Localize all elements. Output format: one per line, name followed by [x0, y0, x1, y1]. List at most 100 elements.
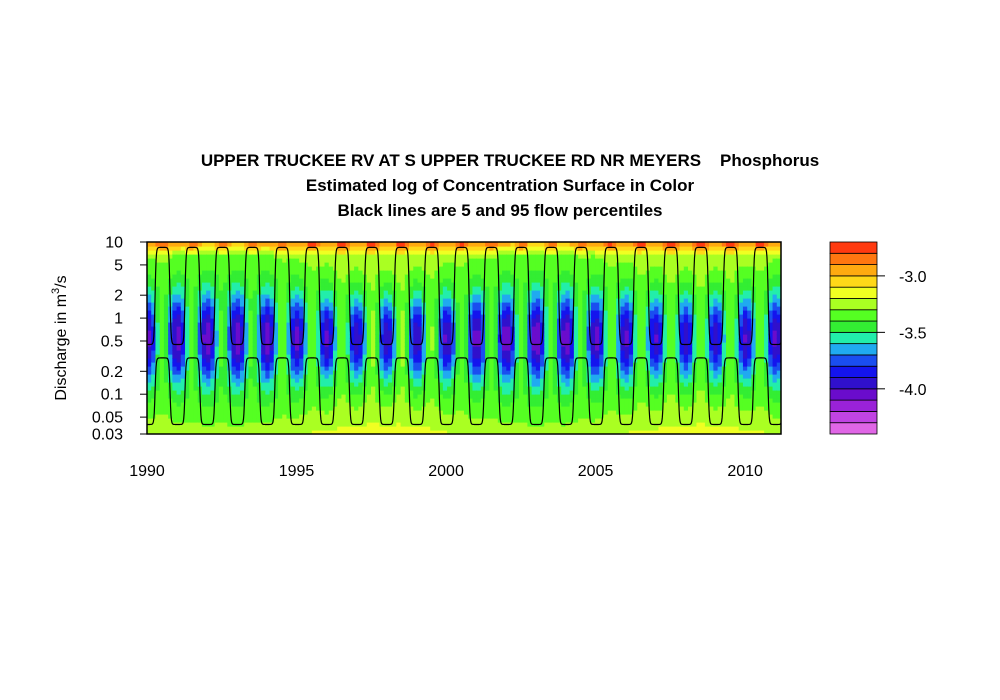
- heatmap-cell: [476, 322, 482, 327]
- heatmap-cell: [506, 310, 512, 315]
- heatmap-cell: [573, 302, 579, 307]
- heatmap-cell: [349, 394, 355, 399]
- heatmap-cell: [409, 342, 414, 347]
- heatmap-cell: [366, 334, 372, 339]
- heatmap-cell: [311, 246, 317, 251]
- heatmap-cell: [586, 430, 592, 434]
- heatmap-cell: [523, 262, 528, 267]
- heatmap-cell: [502, 278, 507, 283]
- heatmap-cell: [565, 426, 571, 431]
- heatmap-cell: [239, 410, 245, 415]
- heatmap-cell: [392, 342, 397, 347]
- heatmap-cell: [349, 370, 355, 375]
- heatmap-cell: [447, 394, 452, 399]
- heatmap-cell: [214, 382, 220, 387]
- heatmap-cell: [506, 278, 512, 283]
- heatmap-cell: [430, 278, 436, 283]
- heatmap-cell: [565, 322, 571, 327]
- heatmap-cell: [290, 314, 296, 319]
- heatmap-cell: [506, 414, 512, 419]
- heatmap-cell: [383, 346, 389, 351]
- heatmap-cell: [438, 246, 444, 251]
- heatmap-cell: [476, 302, 482, 307]
- heatmap-cell: [366, 246, 372, 251]
- heatmap-cell: [269, 266, 275, 271]
- heatmap-cell: [552, 346, 558, 351]
- heatmap-cell: [502, 382, 507, 387]
- heatmap-cell: [316, 422, 321, 427]
- heatmap-cell: [464, 378, 469, 383]
- heatmap-cell: [569, 426, 575, 431]
- heatmap-cell: [227, 250, 233, 255]
- heatmap-cell: [231, 402, 237, 407]
- heatmap-cell: [438, 350, 444, 355]
- heatmap-cell: [413, 394, 419, 399]
- heatmap-cell: [506, 254, 512, 259]
- heatmap-cell: [252, 286, 258, 291]
- heatmap-cell: [299, 334, 304, 339]
- heatmap-cell: [472, 426, 478, 431]
- heatmap-cell: [396, 258, 402, 263]
- heatmap-cell: [434, 350, 440, 355]
- heatmap-cell: [480, 390, 486, 395]
- heatmap-cell: [531, 386, 537, 391]
- heatmap-cell: [552, 426, 558, 431]
- heatmap-cell: [218, 246, 224, 251]
- heatmap-cell: [358, 350, 364, 355]
- heatmap-cell: [299, 262, 304, 267]
- heatmap-cell: [464, 242, 469, 247]
- heatmap-cell: [442, 370, 448, 375]
- heatmap-cell: [159, 378, 165, 383]
- heatmap-cell: [573, 242, 579, 247]
- heatmap-cell: [180, 282, 186, 287]
- heatmap-cell: [468, 382, 474, 387]
- heatmap-cell: [337, 422, 343, 427]
- heatmap-cell: [172, 278, 178, 283]
- heatmap-cell: [244, 294, 250, 299]
- heatmap-cell: [366, 250, 372, 255]
- heatmap-cell: [252, 350, 258, 355]
- heatmap-cell: [383, 298, 389, 303]
- heatmap-cell: [468, 294, 474, 299]
- heatmap-cell: [299, 418, 304, 423]
- heatmap-cell: [425, 426, 431, 431]
- heatmap-cell: [218, 274, 224, 279]
- heatmap-cell: [244, 286, 250, 291]
- heatmap-cell: [307, 258, 313, 263]
- heatmap-cell: [180, 378, 186, 383]
- heatmap-cell: [485, 378, 490, 383]
- heatmap-cell: [354, 242, 359, 247]
- heatmap-cell: [252, 390, 258, 395]
- heatmap-cell: [324, 294, 330, 299]
- heatmap-cell: [523, 242, 528, 247]
- heatmap-cell: [485, 382, 490, 387]
- heatmap-cell: [476, 346, 482, 351]
- heatmap-cell: [383, 414, 389, 419]
- heatmap-cell: [409, 302, 414, 307]
- heatmap-cell: [383, 246, 389, 251]
- heatmap-cell: [531, 274, 537, 279]
- heatmap-cell: [387, 410, 393, 415]
- heatmap-cell: [556, 286, 562, 291]
- heatmap-cell: [349, 306, 355, 311]
- heatmap-cell: [299, 294, 304, 299]
- heatmap-cell: [371, 426, 376, 431]
- heatmap-cell: [193, 370, 199, 375]
- heatmap-cell: [387, 258, 393, 263]
- heatmap-cell: [159, 286, 165, 291]
- heatmap-cell: [552, 330, 558, 335]
- heatmap-cell: [282, 302, 288, 307]
- heatmap-cell: [210, 318, 216, 323]
- heatmap-cell: [147, 298, 152, 303]
- heatmap-cell: [438, 330, 444, 335]
- heatmap-cell: [239, 386, 245, 391]
- heatmap-cell: [307, 306, 313, 311]
- heatmap-cell: [273, 346, 279, 351]
- heatmap-cell: [345, 246, 351, 251]
- heatmap-cell: [311, 394, 317, 399]
- heatmap-cell: [332, 250, 338, 255]
- heatmap-cell: [578, 362, 583, 367]
- heatmap-cell: [366, 286, 372, 291]
- heatmap-cell: [451, 382, 457, 387]
- heatmap-cell: [239, 310, 245, 315]
